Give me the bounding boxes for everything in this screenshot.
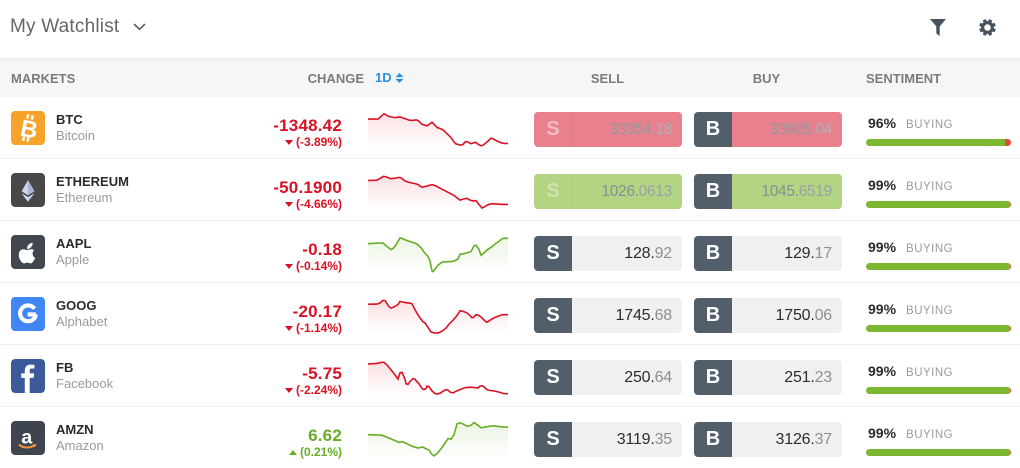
svg-text:a: a	[21, 427, 33, 449]
